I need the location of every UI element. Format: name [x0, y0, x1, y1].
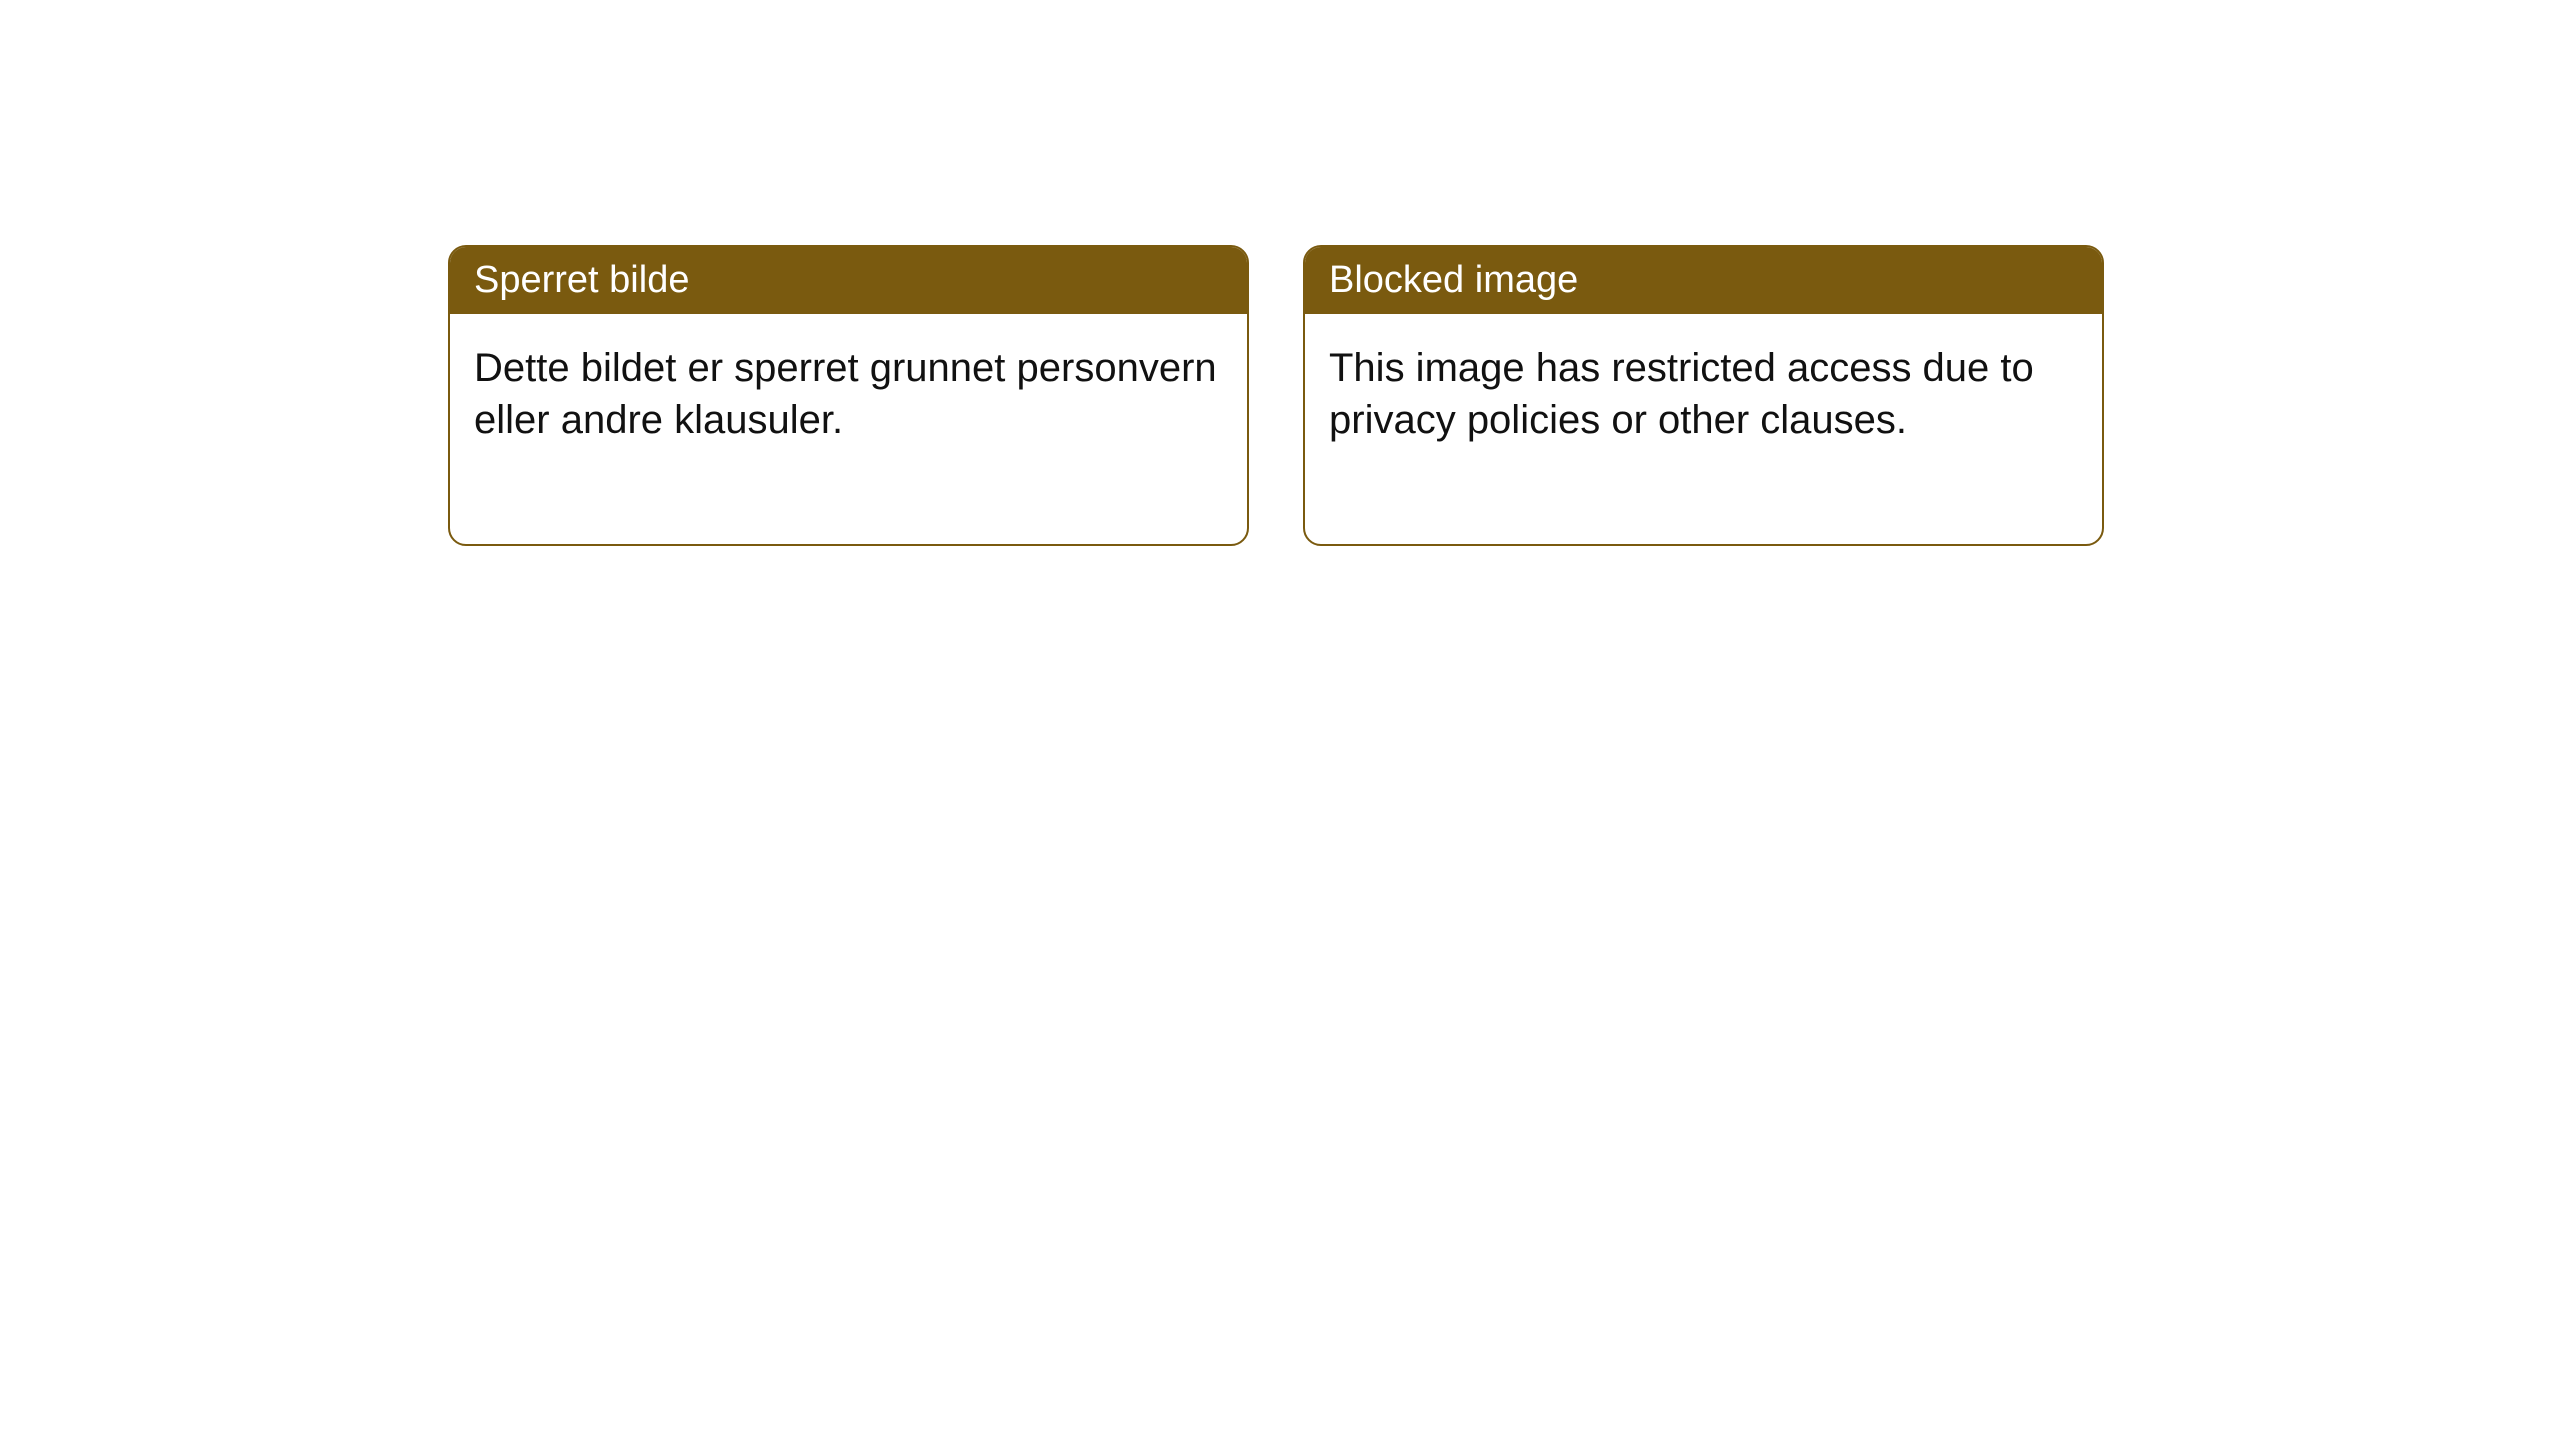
notice-card-body-english: This image has restricted access due to …	[1305, 314, 2102, 544]
notice-card-header-english: Blocked image	[1305, 247, 2102, 314]
notice-container: Sperret bilde Dette bildet er sperret gr…	[448, 245, 2104, 546]
notice-card-body-norwegian: Dette bildet er sperret grunnet personve…	[450, 314, 1247, 544]
notice-card-english: Blocked image This image has restricted …	[1303, 245, 2104, 546]
notice-card-norwegian: Sperret bilde Dette bildet er sperret gr…	[448, 245, 1249, 546]
notice-card-header-norwegian: Sperret bilde	[450, 247, 1247, 314]
